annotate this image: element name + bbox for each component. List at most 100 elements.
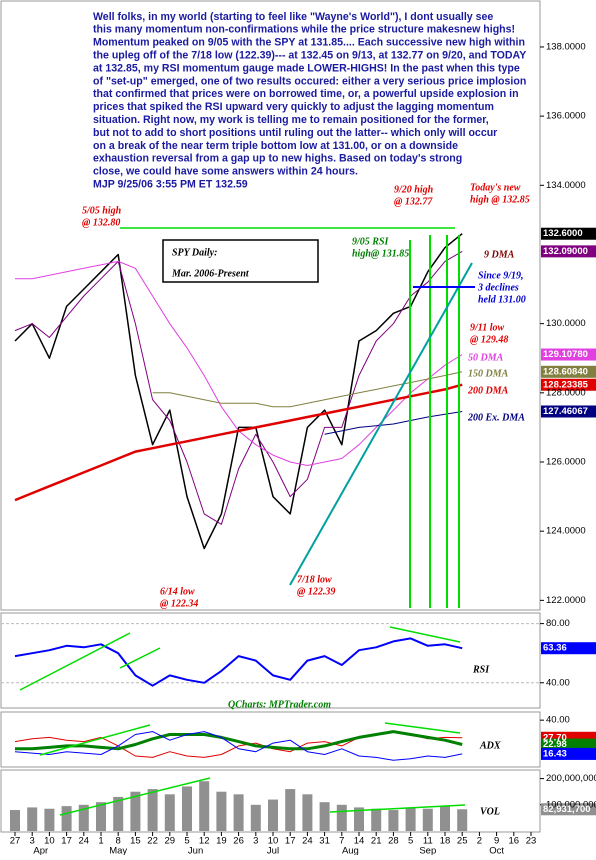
- series-line: [324, 411, 463, 435]
- series-line: [14, 637, 463, 687]
- x-tick-label: 17: [285, 836, 296, 847]
- volume-bar: [388, 810, 399, 831]
- rsi-trend: [119, 647, 161, 669]
- annotation: 9/11 low: [470, 322, 505, 333]
- annotation: 200 Ex. DMA: [467, 412, 525, 423]
- commentary-line: situation. Right now, my work is telling…: [93, 114, 489, 126]
- volume-bar: [457, 809, 468, 831]
- last-value-label: 63.36: [543, 643, 567, 654]
- annotation: Since 9/19,: [478, 270, 524, 281]
- x-tick-label: 8: [116, 836, 121, 847]
- last-value-box: [541, 378, 596, 391]
- annotation: held 131.00: [478, 294, 526, 305]
- volume-bar: [302, 794, 313, 831]
- volume-bar: [164, 794, 175, 831]
- x-tick-label: 5: [184, 836, 189, 847]
- commentary-line: exhaustion reversal from a gap up to new…: [93, 153, 462, 165]
- volume-bar: [336, 804, 347, 831]
- x-tick-label: 31: [319, 836, 330, 847]
- series-line: [15, 730, 463, 751]
- commentary-line: of "set-up" emerged, one of two results …: [93, 75, 526, 87]
- last-value-label: 128.23385: [543, 379, 589, 390]
- commentary-line: at 132.85, my RSI momentum gauge made LO…: [93, 62, 520, 74]
- volume-bar: [147, 789, 158, 831]
- x-tick-label: 3: [30, 836, 35, 847]
- commentary-line: close, we could have some answers within…: [93, 166, 358, 178]
- annotation: 6/14 low: [160, 586, 195, 597]
- x-tick-label: 9: [494, 836, 499, 847]
- x-tick-label: 28: [388, 836, 399, 847]
- annotation: SPY Daily:: [172, 247, 217, 258]
- volume-bar: [405, 807, 416, 831]
- annotation: ADX: [479, 740, 501, 751]
- annotation: 5/05 high: [82, 205, 122, 216]
- volume-bar: [130, 791, 141, 831]
- y-tick-label: 100,000,000: [546, 799, 596, 810]
- adx-trend: [39, 724, 151, 756]
- x-tick-label: 19: [216, 836, 227, 847]
- x-tick-label: 18: [440, 836, 451, 847]
- x-tick-label: 16: [509, 836, 520, 847]
- x-tick-label: 11: [423, 836, 433, 847]
- annotation: 200 DMA: [467, 385, 509, 396]
- x-tick-label: 24: [79, 836, 90, 847]
- annotation: @ 122.34: [160, 598, 198, 609]
- x-tick-label: 2: [477, 836, 482, 847]
- month-label: Sep: [419, 846, 436, 855]
- series-line: [14, 731, 463, 761]
- x-tick-label: 21: [371, 836, 382, 847]
- y-tick-label: 40.00: [546, 677, 570, 688]
- volume-bar: [61, 806, 72, 831]
- rsi-trend: [389, 626, 461, 643]
- x-tick-label: 10: [268, 836, 279, 847]
- volume-bar: [354, 807, 364, 831]
- annotation: 9/05 RSI: [352, 236, 390, 247]
- x-tick-label: 23: [526, 836, 537, 847]
- x-tick-label: 27: [10, 836, 21, 847]
- commentary-line: that confirmed that prices were on borro…: [93, 88, 519, 100]
- last-value-box: [541, 348, 596, 361]
- panels: [0, 0, 541, 833]
- last-value-label: 127.46067: [543, 406, 588, 417]
- last-value-label: 16.43: [543, 748, 567, 759]
- last-value-box: [541, 738, 596, 751]
- y-tick-label: 40.00: [546, 715, 570, 726]
- x-tick-label: 5: [408, 836, 413, 847]
- commentary-line: Momentum peaked on 9/05 with the SPY at …: [93, 37, 525, 49]
- volume-bar: [440, 806, 450, 831]
- month-label: Aug: [342, 846, 359, 855]
- commentary-line: prices that spiked the RSI upward very q…: [93, 101, 494, 113]
- volume-bar: [96, 802, 106, 831]
- annotation: 9 DMA: [484, 249, 515, 260]
- last-value-label: 27.70: [543, 732, 567, 743]
- series-line: [14, 233, 463, 550]
- marks: [1, 46, 596, 836]
- uptrend-line: [289, 262, 473, 586]
- volume-bar: [285, 789, 296, 831]
- annotation: high @ 132.85: [470, 194, 530, 205]
- annotation: 150 DMA: [468, 368, 509, 379]
- annotation: Mar. 2006-Present: [171, 268, 250, 279]
- volume-bar: [250, 804, 261, 831]
- y-tick-label: 138.0000: [546, 41, 586, 52]
- y-tick-label: 122.0000: [546, 595, 586, 606]
- annotation: @ 132.80: [82, 217, 120, 228]
- annotation: @ 132.77: [394, 196, 433, 207]
- annotation: VOL: [480, 806, 500, 817]
- x-tick-label: 17: [61, 836, 72, 847]
- month-label: Jun: [188, 846, 203, 855]
- commentary-line: this many momentum non-confirmations whi…: [93, 24, 515, 36]
- last-value-label: 132.6000: [543, 228, 583, 239]
- last-value-label: 128.60840: [543, 366, 588, 377]
- x-tick-label: 29: [165, 836, 176, 847]
- annotation: 50 DMA: [468, 352, 504, 363]
- last-value-box: [541, 803, 596, 816]
- volume-bar: [199, 781, 210, 831]
- annotation: 9/20 high: [394, 184, 434, 195]
- y-tick-label: 200,000,000: [546, 773, 596, 784]
- x-tick-label: 25: [457, 836, 468, 847]
- title-box: [162, 239, 319, 283]
- annotation: 3 declines: [477, 282, 519, 293]
- annotation: @ 122.39: [297, 586, 335, 597]
- volume-bar: [10, 810, 20, 831]
